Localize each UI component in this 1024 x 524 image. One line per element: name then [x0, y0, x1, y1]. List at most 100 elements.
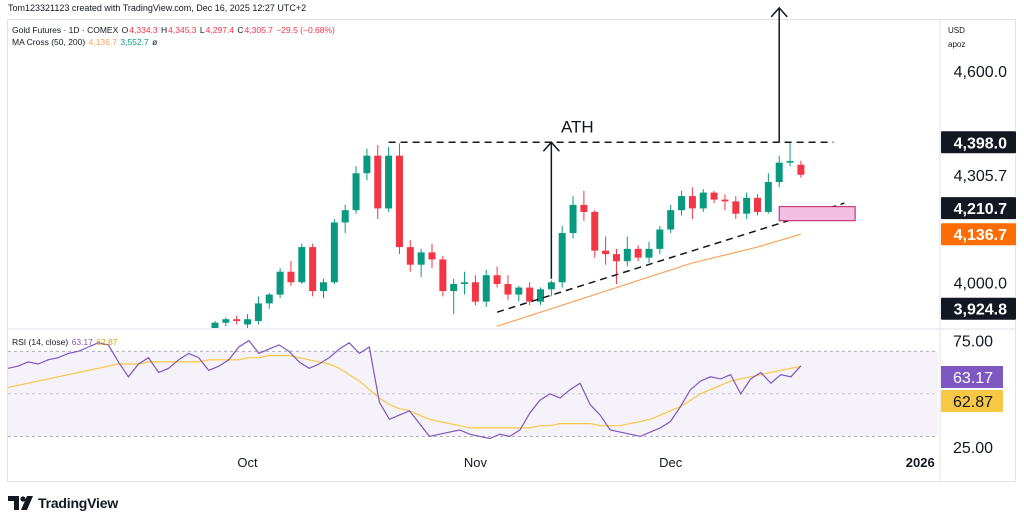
price-axis-tick: 4,600.0	[954, 64, 1007, 81]
legend-low-value: 4,297.4	[205, 25, 235, 35]
support-zone	[778, 206, 856, 222]
ma-fast-line	[496, 233, 802, 327]
candle-body	[786, 160, 794, 163]
candle-body	[385, 155, 393, 209]
rsi-badge	[941, 390, 1003, 412]
candle-body	[482, 275, 490, 302]
x-axis-label: Dec	[659, 455, 683, 470]
support-trendline	[496, 202, 845, 313]
legend-change: −29.5 (−0.68%)	[276, 25, 335, 35]
chart-header-title: Tom123321123 created with TradingView.co…	[8, 3, 307, 13]
rsi-badge	[941, 366, 1003, 388]
rsi-legend-label: RSI (14, close)	[12, 337, 69, 347]
candle-body	[667, 210, 675, 230]
candle-body	[461, 282, 469, 285]
tradingview-logo[interactable]: TradingView	[8, 494, 118, 512]
rsi-badge-label: 62.87	[953, 394, 993, 411]
chart-frame	[7, 19, 1016, 482]
candle-body	[244, 319, 252, 325]
candle-body	[406, 247, 414, 265]
candle-body	[526, 287, 534, 302]
x-axis-label: Nov	[464, 455, 488, 470]
price-badge-label: 3,924.8	[954, 302, 1007, 319]
candle-body	[330, 222, 338, 283]
candle-body	[504, 284, 512, 295]
candle-body	[222, 319, 230, 323]
candle-body	[569, 204, 577, 234]
price-axis-tick: 4,000.0	[954, 275, 1007, 292]
candle-body	[537, 289, 544, 302]
candle-body	[754, 197, 761, 212]
candle-body	[591, 211, 599, 251]
candle-body	[580, 204, 588, 212]
arrow-head	[770, 6, 788, 18]
candle-body	[428, 252, 436, 260]
ma-legend-label: MA Cross (50, 200)	[12, 37, 86, 47]
price-badge-label: 4,136.7	[954, 227, 1007, 244]
candle-body	[493, 275, 501, 285]
ma-legend-extra: ø	[152, 37, 158, 47]
candle-body	[775, 162, 783, 183]
candle-body	[363, 155, 371, 174]
candle-body	[688, 196, 696, 209]
candle-body	[547, 282, 555, 290]
candle-body	[471, 282, 479, 302]
rsi-axis-tick: 25.00	[953, 440, 993, 457]
candle-body	[710, 192, 718, 200]
candle-body	[797, 164, 805, 175]
candle-body	[732, 201, 740, 214]
candle-body	[612, 254, 620, 262]
user-label: apoz	[948, 40, 966, 49]
currency-selector[interactable]: USD apoz	[941, 24, 1015, 56]
legend-close-value: 4,305.7	[244, 25, 273, 35]
candle-body	[764, 182, 772, 212]
legend-high-value: 4,345.3	[168, 25, 197, 35]
tradingview-icon	[8, 496, 33, 510]
candle-body	[276, 271, 284, 295]
candle-body	[417, 252, 425, 265]
candle-body	[265, 294, 273, 304]
candle-body	[656, 229, 664, 249]
rsi-band-background	[8, 351, 938, 437]
candle-body	[298, 247, 306, 283]
candle-body	[233, 319, 241, 321]
candle-body	[309, 247, 317, 292]
candle-body	[395, 155, 403, 248]
ma-legend-slow-value: 3,552.7	[120, 37, 149, 47]
x-axis-label: 2026	[906, 455, 935, 470]
candle-body	[645, 248, 653, 258]
candle-body	[623, 248, 631, 262]
candle-body	[211, 322, 219, 328]
rsi-legend[interactable]: RSI (14, close) 63.17 62.87	[12, 337, 119, 347]
rsi-line	[7, 339, 802, 440]
candle-body	[450, 284, 458, 292]
candle-body	[287, 271, 295, 283]
price-badge	[941, 197, 1016, 220]
candle-body	[374, 155, 382, 209]
legend-low-label: L	[199, 25, 205, 35]
price-badge	[941, 131, 1016, 154]
rsi-legend-ma-value: 62.87	[96, 337, 118, 347]
currency-label: USD	[948, 26, 965, 35]
legend-high-label: H	[161, 25, 168, 35]
candle-body	[341, 210, 349, 223]
ma-cross-legend[interactable]: MA Cross (50, 200) 4,136.7 3,552.7 ø	[12, 37, 158, 47]
candle-body	[320, 282, 327, 292]
ath-label: ATH	[561, 117, 594, 136]
price-badge-label: 4,398.0	[954, 135, 1007, 152]
rsi-axis-tick: 75.00	[953, 334, 993, 351]
candle-body	[699, 192, 707, 209]
ohlc-legend[interactable]: Gold Futures · 1D · COMEX O4,334.3 H4,34…	[12, 25, 336, 35]
brand-name: TradingView	[38, 495, 119, 511]
candle-body	[558, 233, 566, 283]
legend-open-value: 4,334.3	[129, 25, 158, 35]
candle-body	[743, 197, 751, 214]
rsi-badge-label: 63.17	[953, 370, 993, 387]
rsi-legend-value: 63.17	[71, 337, 93, 347]
price-badge	[941, 297, 1016, 320]
ma-legend-fast-value: 4,136.7	[88, 37, 117, 47]
arrow-head	[542, 141, 560, 152]
candle-body	[254, 303, 262, 321]
price-badge-label: 4,210.7	[954, 201, 1007, 218]
